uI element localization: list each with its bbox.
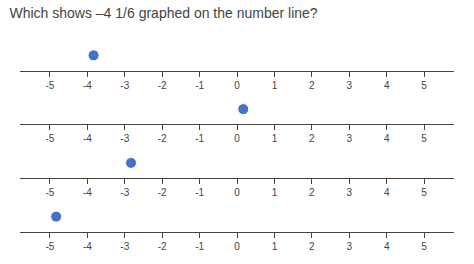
svg-text:5: 5 [421, 241, 427, 252]
svg-text:0: 0 [234, 241, 240, 252]
svg-text:-2: -2 [158, 187, 167, 198]
svg-text:0: 0 [234, 80, 240, 91]
svg-text:-3: -3 [120, 241, 129, 252]
svg-text:4: 4 [384, 80, 390, 91]
svg-text:5: 5 [421, 133, 427, 144]
svg-text:-5: -5 [45, 80, 54, 91]
svg-text:-5: -5 [45, 241, 54, 252]
svg-text:-5: -5 [45, 133, 54, 144]
svg-text:4: 4 [384, 241, 390, 252]
svg-text:-4: -4 [83, 133, 92, 144]
svg-text:1: 1 [272, 241, 278, 252]
svg-text:5: 5 [421, 80, 427, 91]
svg-text:-3: -3 [120, 133, 129, 144]
svg-text:1: 1 [272, 133, 278, 144]
svg-text:-2: -2 [158, 241, 167, 252]
svg-text:3: 3 [346, 80, 352, 91]
svg-text:-1: -1 [195, 187, 204, 198]
svg-text:2: 2 [309, 80, 315, 91]
svg-text:-5: -5 [45, 187, 54, 198]
svg-text:3: 3 [346, 133, 352, 144]
svg-text:-3: -3 [120, 80, 129, 91]
svg-text:Which shows –4 1/6 graphed on: Which shows –4 1/6 graphed on the number… [9, 5, 317, 21]
svg-text:-1: -1 [195, 133, 204, 144]
svg-text:5: 5 [421, 187, 427, 198]
svg-text:2: 2 [309, 241, 315, 252]
svg-text:-1: -1 [195, 80, 204, 91]
svg-text:-1: -1 [195, 241, 204, 252]
svg-text:-4: -4 [83, 80, 92, 91]
svg-text:4: 4 [384, 187, 390, 198]
svg-text:2: 2 [309, 133, 315, 144]
svg-text:3: 3 [346, 241, 352, 252]
svg-text:3: 3 [346, 187, 352, 198]
svg-text:-2: -2 [158, 80, 167, 91]
svg-text:2: 2 [309, 187, 315, 198]
svg-text:0: 0 [234, 187, 240, 198]
svg-text:-4: -4 [83, 241, 92, 252]
svg-text:4: 4 [384, 133, 390, 144]
svg-text:-3: -3 [120, 187, 129, 198]
svg-text:1: 1 [272, 80, 278, 91]
svg-text:-2: -2 [158, 133, 167, 144]
svg-text:1: 1 [272, 187, 278, 198]
svg-text:-4: -4 [83, 187, 92, 198]
svg-text:0: 0 [234, 133, 240, 144]
